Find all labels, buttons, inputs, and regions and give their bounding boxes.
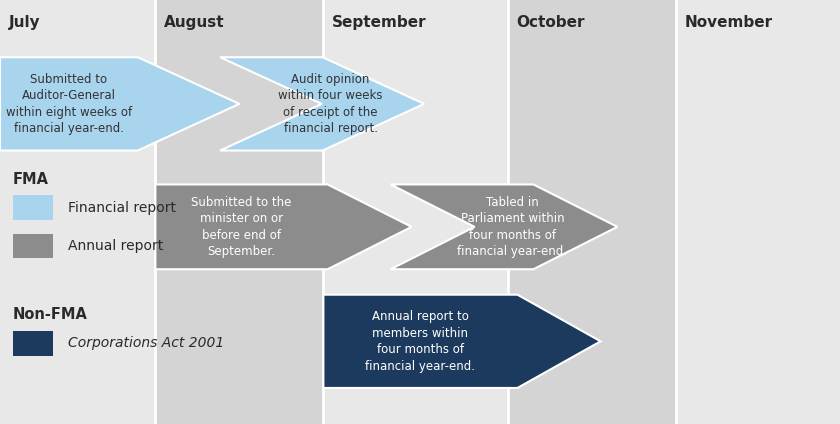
Text: Corporations Act 2001: Corporations Act 2001 [68,336,224,351]
Text: Annual report to
members within
four months of
financial year-end.: Annual report to members within four mon… [365,310,475,373]
Bar [676,0,840,424]
Polygon shape [155,184,412,269]
Bar [13,234,53,258]
Text: October: October [517,15,585,30]
Text: Non-FMA: Non-FMA [13,307,87,322]
Bar [155,0,323,424]
Polygon shape [0,57,239,151]
Text: Tabled in
Parliament within
four months of
financial year-end.: Tabled in Parliament within four months … [458,195,567,258]
Bar [323,0,508,424]
Text: Submitted to
Auditor-General
within eight weeks of
financial year-end.: Submitted to Auditor-General within eigh… [6,73,132,135]
Polygon shape [220,57,424,151]
Text: September: September [332,15,427,30]
Text: August: August [164,15,224,30]
Text: Audit opinion
within four weeks
of receipt of the
financial report.: Audit opinion within four weeks of recei… [278,73,383,135]
Text: July: July [8,15,40,30]
Text: FMA: FMA [13,172,49,187]
Text: Submitted to the
minister on or
before end of
September.: Submitted to the minister on or before e… [192,195,291,258]
Bar [13,331,53,356]
Text: November: November [685,15,773,30]
Bar [0,0,155,424]
Polygon shape [323,295,601,388]
Bar [13,195,53,220]
Text: Financial report: Financial report [68,201,176,215]
Bar [508,0,676,424]
Polygon shape [391,184,617,269]
Text: Annual report: Annual report [68,239,163,253]
